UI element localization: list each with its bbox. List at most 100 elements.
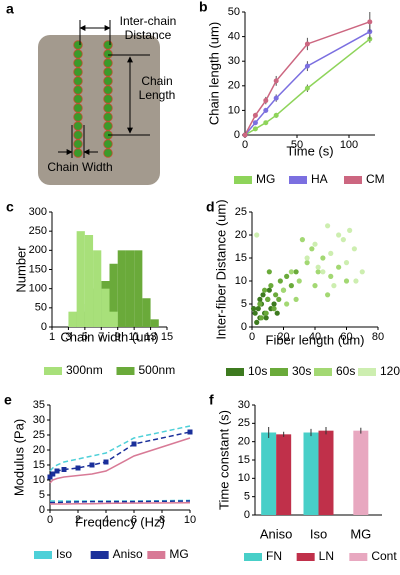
y-tick-label: 300 bbox=[29, 206, 47, 218]
x-tick-label: 100 bbox=[340, 139, 358, 151]
x-tick-label: 8 bbox=[159, 514, 165, 526]
legend-label: HA bbox=[311, 172, 328, 186]
point bbox=[320, 269, 326, 275]
point bbox=[296, 278, 302, 284]
point bbox=[257, 296, 263, 302]
y-axis-label: Number bbox=[13, 246, 28, 293]
panel-letter: c bbox=[6, 199, 14, 215]
x-tick-label: 60 bbox=[340, 331, 352, 343]
legend-swatch bbox=[289, 176, 307, 184]
particle bbox=[103, 112, 113, 122]
y-tick-label: 35 bbox=[33, 399, 45, 411]
x-tick-label: Iso bbox=[310, 526, 327, 541]
y-axis-label: Modulus (Pa) bbox=[11, 419, 26, 496]
particle bbox=[103, 139, 113, 149]
point bbox=[252, 112, 258, 118]
panel-letter: a bbox=[6, 1, 14, 17]
particle bbox=[73, 85, 83, 95]
point bbox=[328, 250, 334, 256]
diagram-label: Chain Width bbox=[47, 160, 113, 174]
y-tick-label: 40 bbox=[228, 31, 240, 43]
legend-swatch bbox=[349, 553, 368, 561]
x-axis-label: Frequency (Hz) bbox=[75, 514, 165, 529]
y-tick-label: 30 bbox=[33, 414, 45, 426]
point bbox=[336, 264, 342, 270]
series-line bbox=[49, 437, 191, 484]
particle bbox=[103, 67, 113, 77]
y-tick-label: 5 bbox=[241, 298, 247, 310]
point bbox=[263, 98, 269, 104]
y-tick-label: 25 bbox=[235, 206, 247, 218]
x-tick-label: 80 bbox=[372, 331, 384, 343]
legend-swatch bbox=[358, 368, 376, 376]
series-line bbox=[49, 431, 191, 478]
series-line bbox=[50, 500, 191, 504]
bar bbox=[318, 430, 334, 515]
y-tick-label: 5 bbox=[244, 491, 250, 503]
x-axis-label: Time (s) bbox=[286, 143, 333, 158]
point bbox=[268, 283, 274, 289]
x-axis-label: Chain width (um) bbox=[60, 329, 158, 344]
legend-label: Cont bbox=[371, 549, 397, 563]
y-tick-label: 10 bbox=[238, 472, 250, 484]
point bbox=[187, 429, 193, 435]
point bbox=[336, 232, 342, 238]
bar bbox=[353, 430, 369, 515]
point bbox=[343, 260, 350, 266]
hist-bar bbox=[84, 235, 94, 327]
point bbox=[340, 237, 346, 243]
bar bbox=[261, 432, 277, 515]
x-tick-label: 2 bbox=[75, 514, 81, 526]
y-axis-label: Time constant (s) bbox=[216, 410, 231, 510]
point bbox=[273, 78, 279, 84]
y-tick-label: 0 bbox=[244, 509, 250, 521]
x-tick-label: 10 bbox=[184, 514, 196, 526]
point bbox=[89, 462, 95, 468]
point bbox=[343, 278, 350, 284]
x-tick-label: Aniso bbox=[260, 526, 293, 541]
chains bbox=[73, 40, 113, 158]
y-tick-label: 0 bbox=[241, 321, 247, 333]
point bbox=[284, 273, 290, 279]
legend-label: MG bbox=[169, 547, 188, 561]
point bbox=[266, 269, 272, 275]
point bbox=[280, 287, 287, 293]
y-tick-label: 0 bbox=[234, 129, 240, 141]
particle bbox=[103, 76, 113, 86]
particle bbox=[73, 40, 83, 50]
point bbox=[347, 227, 353, 233]
particle bbox=[73, 58, 83, 68]
point bbox=[260, 292, 266, 298]
hist-bar bbox=[134, 250, 143, 327]
legend-label: 10s bbox=[248, 364, 267, 378]
y-tick-label: 0 bbox=[41, 321, 47, 333]
legend-swatch bbox=[314, 368, 332, 376]
point bbox=[320, 255, 326, 261]
point bbox=[367, 19, 373, 25]
hist-bar bbox=[109, 311, 118, 327]
legend-swatch bbox=[344, 176, 362, 184]
point bbox=[288, 283, 294, 289]
x-tick-label: 50 bbox=[291, 139, 303, 151]
legend-label: MG bbox=[256, 172, 275, 186]
hist-bar bbox=[68, 311, 77, 327]
y-axis-label: Inter-fiber Distance (um) bbox=[213, 199, 228, 339]
point bbox=[263, 315, 269, 321]
point bbox=[331, 283, 337, 289]
legend-label: Aniso bbox=[113, 547, 143, 561]
point bbox=[242, 132, 248, 138]
point bbox=[353, 278, 359, 284]
point bbox=[265, 296, 271, 302]
particle bbox=[73, 130, 83, 140]
y-tick-label: 20 bbox=[33, 444, 45, 456]
panel-letter: e bbox=[4, 392, 12, 408]
point bbox=[328, 273, 334, 279]
panel-letter: f bbox=[209, 392, 214, 408]
y-tick-label: 25 bbox=[238, 417, 250, 429]
hist-bar bbox=[125, 250, 135, 327]
legend-label: LN bbox=[319, 549, 334, 563]
y-tick-label: 30 bbox=[238, 399, 250, 411]
particle bbox=[103, 148, 113, 158]
